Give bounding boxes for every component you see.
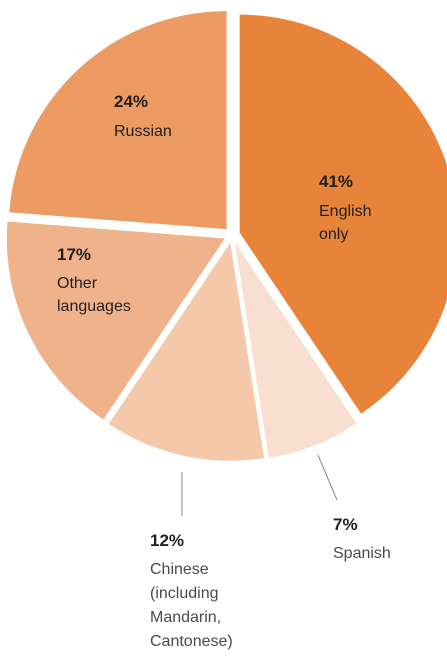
chinese-label-line-4: Cantonese): [150, 633, 233, 650]
spanish-label: Spanish: [333, 545, 391, 562]
chinese-label-line-1: Chinese: [150, 561, 209, 578]
russian-percent-label: 24%: [114, 92, 149, 111]
chinese-slice: [108, 242, 265, 461]
spanish-leader-line: [317, 454, 338, 501]
chinese-label-line-2: (including: [150, 585, 219, 602]
other-percent-label: 17%: [57, 245, 92, 264]
other-slice: [6, 221, 225, 420]
spanish-slice: [234, 242, 357, 458]
chinese-label-line-3: Mandarin,: [150, 609, 222, 626]
other-label-line-1: Other: [57, 275, 98, 292]
english-slice: [239, 14, 447, 414]
english-label-line-2: only: [319, 226, 349, 243]
other-label-line-2: languages: [57, 298, 131, 315]
english-label-line-1: English: [319, 203, 372, 220]
chinese-percent-label: 12%: [150, 531, 185, 550]
russian-slice: [9, 11, 227, 230]
english-percent-label: 41%: [319, 172, 354, 191]
spanish-percent-label: 7%: [333, 515, 358, 534]
russian-label: Russian: [114, 123, 172, 140]
